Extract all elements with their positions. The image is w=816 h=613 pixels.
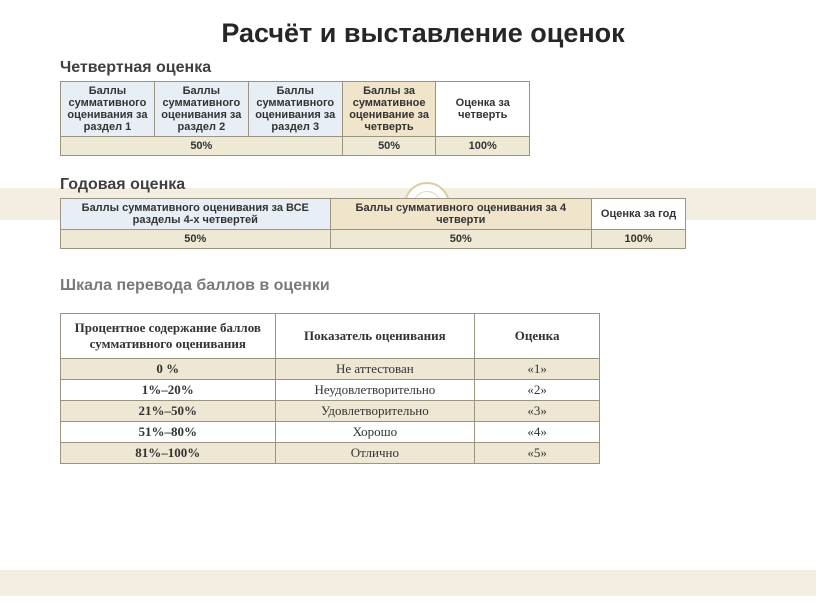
section2-heading: Годовая оценка bbox=[60, 176, 756, 194]
t3-r1c1: Неудовлетворительно bbox=[275, 380, 475, 401]
t3-r4c1: Отлично bbox=[275, 443, 475, 464]
t3-r0c0: 0 % bbox=[61, 359, 276, 380]
t3-r1c0: 1%–20% bbox=[61, 380, 276, 401]
t3-r4c2: «5» bbox=[475, 443, 600, 464]
decor-stripe-2 bbox=[0, 570, 816, 596]
t3-h3: Оценка bbox=[475, 314, 600, 359]
t3-r0c1: Не аттестован bbox=[275, 359, 475, 380]
t3-r1c2: «2» bbox=[475, 380, 600, 401]
section3-heading: Шкала перевода баллов в оценки bbox=[60, 277, 756, 295]
t2-h2: Баллы суммативного оценивания за 4 четве… bbox=[330, 199, 592, 230]
page-title: Расчёт и выставление оценок bbox=[90, 18, 756, 49]
t1-h5: Оценка за четверть bbox=[436, 82, 530, 137]
t3-r2c1: Удовлетворительно bbox=[275, 401, 475, 422]
t2-r1c3: 100% bbox=[592, 230, 686, 249]
t3-r0c2: «1» bbox=[475, 359, 600, 380]
t2-h1: Баллы суммативного оценивания за ВСЕ раз… bbox=[61, 199, 331, 230]
quarter-grade-table: Баллы суммативного оценивания за раздел … bbox=[60, 81, 530, 156]
slide-container: Расчёт и выставление оценок Четвертная о… bbox=[0, 0, 816, 484]
t1-h3: Баллы суммативного оценивания за раздел … bbox=[248, 82, 342, 137]
t1-r1c3: 100% bbox=[436, 137, 530, 156]
t2-r1c1: 50% bbox=[61, 230, 331, 249]
t3-h2: Показатель оценивания bbox=[275, 314, 475, 359]
t3-r3c2: «4» bbox=[475, 422, 600, 443]
t3-r2c2: «3» bbox=[475, 401, 600, 422]
t1-h1: Баллы суммативного оценивания за раздел … bbox=[61, 82, 155, 137]
t2-r1c2: 50% bbox=[330, 230, 592, 249]
section1-heading: Четвертная оценка bbox=[60, 59, 756, 77]
t3-r3c0: 51%–80% bbox=[61, 422, 276, 443]
t1-r1c1: 50% bbox=[61, 137, 343, 156]
t3-r2c0: 21%–50% bbox=[61, 401, 276, 422]
year-grade-table: Баллы суммативного оценивания за ВСЕ раз… bbox=[60, 198, 686, 249]
t1-r1c2: 50% bbox=[342, 137, 436, 156]
scale-table: Процентное содержание баллов суммативног… bbox=[60, 313, 600, 464]
t2-h3: Оценка за год bbox=[592, 199, 686, 230]
t3-r3c1: Хорошо bbox=[275, 422, 475, 443]
t3-r4c0: 81%–100% bbox=[61, 443, 276, 464]
t1-h2: Баллы суммативного оценивания за раздел … bbox=[154, 82, 248, 137]
t1-h4: Баллы за суммативное оценивание за четве… bbox=[342, 82, 436, 137]
t3-h1: Процентное содержание баллов суммативног… bbox=[61, 314, 276, 359]
